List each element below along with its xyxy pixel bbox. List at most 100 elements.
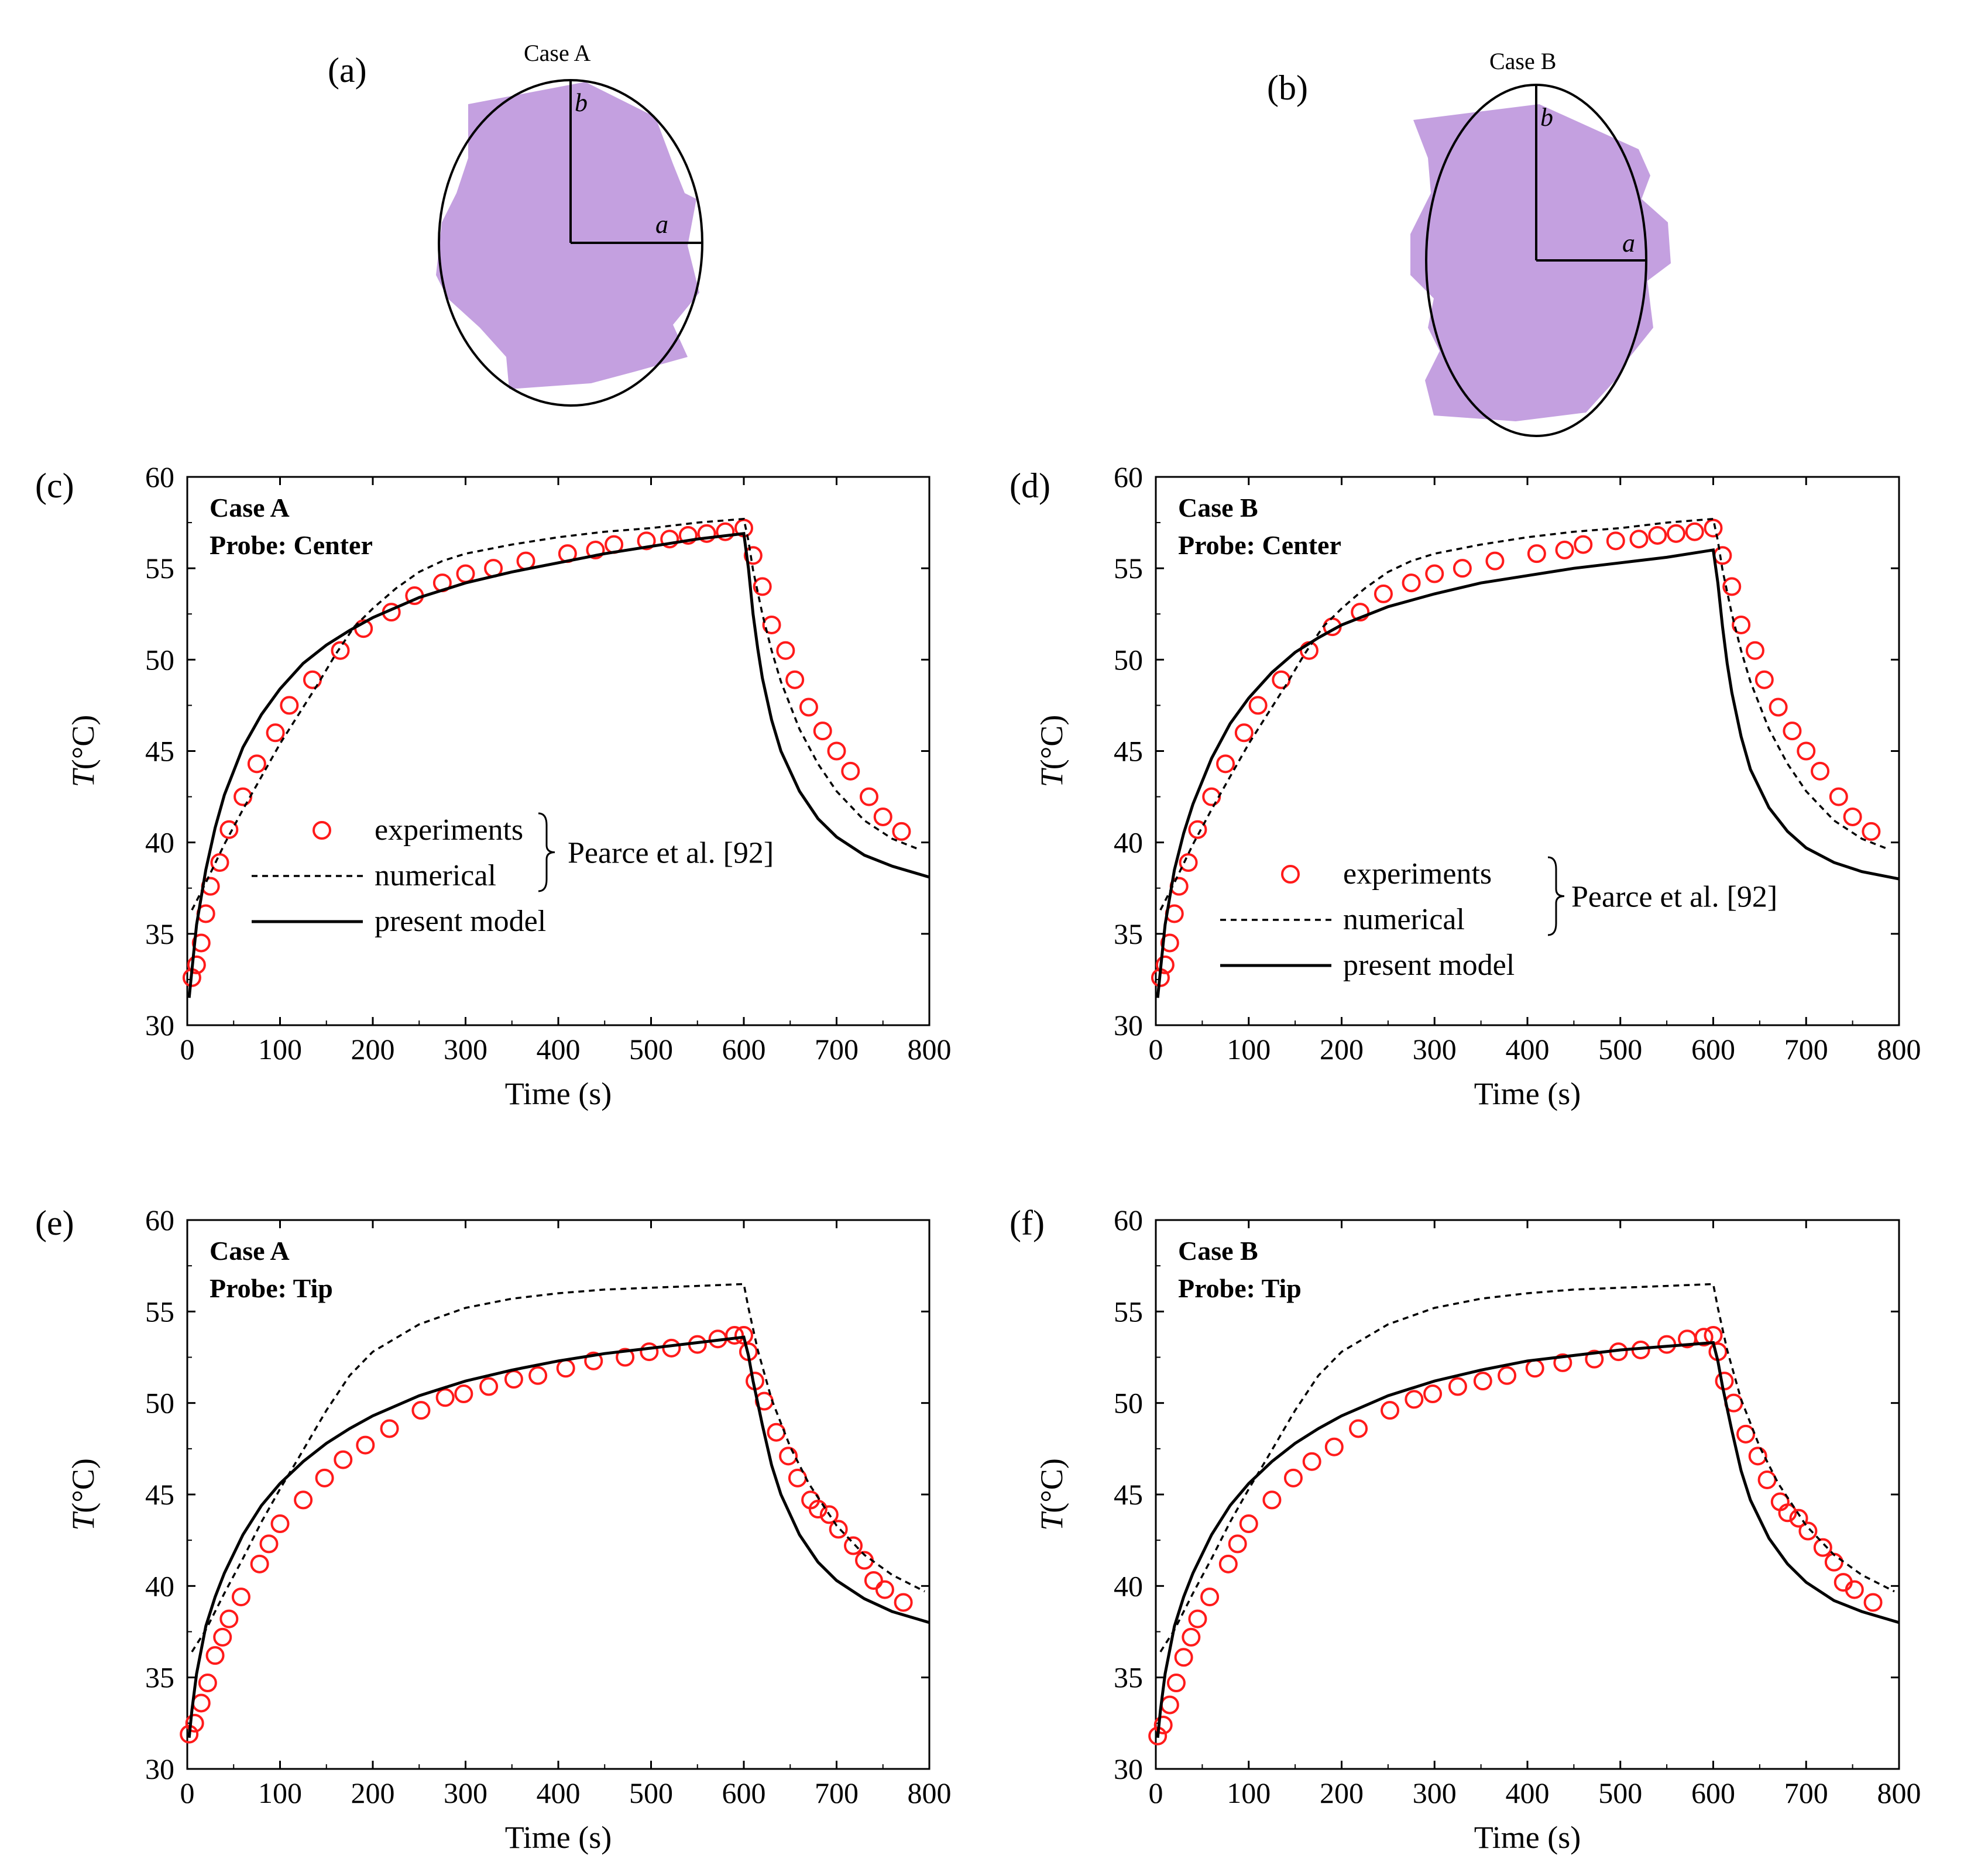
y-tick-label: 50: [145, 1387, 174, 1420]
experiment-point: [1200, 1588, 1220, 1607]
panel-label-a: (a): [328, 51, 367, 90]
legend-experiments-label: experiments: [375, 813, 523, 847]
chart-panel-f: (f) 0 100 200 300 400 500 600 700 800 30 35 40 45 50 55…: [1010, 1204, 1921, 1855]
experiment-point: [1155, 955, 1175, 974]
experiment-point: [586, 540, 605, 559]
experiment-point: [827, 741, 846, 761]
experiment-point: [1234, 723, 1254, 743]
y-axis-label: T(°C): [66, 715, 101, 788]
legend-reference-label: Pearce et al. [92]: [1571, 881, 1777, 914]
x-tick-label: 700: [1784, 1777, 1828, 1809]
experiment-point: [266, 723, 285, 743]
x-tick-label: 400: [537, 1777, 581, 1809]
experiment-point: [1405, 1390, 1424, 1409]
experiment-point: [185, 1713, 204, 1733]
legend-reference-label: Pearce et al. [92]: [568, 837, 774, 870]
experiment-point: [219, 1609, 239, 1628]
case-label-b: Case B: [1489, 48, 1556, 74]
y-tick-label: 50: [145, 643, 174, 676]
chart-panel-c: (c) 0 100 200 300 400 500 600 700 800 30 35 40 45 50 55…: [35, 461, 952, 1111]
experiment-point: [210, 853, 229, 872]
experiment-point: [762, 615, 781, 634]
experiment-point: [1757, 1470, 1777, 1489]
y-tick-label: 30: [1114, 1753, 1143, 1785]
experiment-point: [1797, 741, 1816, 761]
y-tick-label: 40: [145, 826, 174, 859]
experiment-point: [1349, 1419, 1368, 1438]
legend: experiments numerical present model Pearce …: [1220, 856, 1777, 982]
experiment-point: [1527, 544, 1546, 564]
experiment-point: [1202, 787, 1221, 806]
y-tick-label: 55: [1114, 1295, 1143, 1328]
experiment-point: [1425, 564, 1444, 583]
experiment-point: [1216, 754, 1235, 774]
experiment-point: [1769, 698, 1788, 717]
y-tick-label: 60: [1114, 1204, 1143, 1236]
experiment-point: [1704, 1325, 1723, 1345]
experiment-point: [640, 1342, 659, 1362]
experiment-point: [1374, 584, 1393, 603]
y-tick-label: 50: [1114, 1387, 1143, 1420]
experiment-point: [779, 1446, 798, 1466]
experiment-point: [1262, 1490, 1282, 1510]
experiment-point: [1188, 820, 1207, 839]
numerical-line: [1159, 1283, 1895, 1652]
y-axis-symbol: T: [66, 1511, 101, 1531]
x-tick-label: 300: [444, 1033, 487, 1066]
axis-label-b-a: b: [575, 88, 588, 117]
experiment-point: [1863, 1593, 1883, 1612]
experiment-point: [678, 525, 698, 545]
numerical-line: [191, 517, 921, 910]
legend-present-model-label: present model: [1343, 949, 1515, 982]
case-label-a: Case A: [524, 40, 591, 66]
y-tick-label: 55: [1114, 552, 1143, 585]
experiment-point: [734, 1325, 753, 1345]
y-tick-label: 35: [145, 918, 174, 950]
experiment-point: [198, 1674, 217, 1693]
y-axis-symbol: T: [1034, 1511, 1069, 1531]
x-tick-label: 300: [1413, 1033, 1457, 1066]
experiment-point: [1732, 615, 1751, 634]
experiment-point: [1160, 933, 1179, 953]
experiment-point: [191, 1693, 211, 1713]
y-axis-symbol: T: [1034, 767, 1069, 787]
experiment-point: [331, 641, 350, 660]
experiment-point: [697, 524, 716, 543]
experiment-point: [1182, 1627, 1201, 1647]
experiment-point: [1843, 807, 1862, 826]
experiment-point: [841, 761, 860, 781]
experiment-point: [435, 1388, 455, 1407]
axis-label-a-a: a: [655, 210, 668, 239]
chart-subtitle: Probe: Tip: [1178, 1273, 1302, 1303]
numerical-line: [191, 1283, 925, 1652]
y-axis-label: T(°C): [1034, 1458, 1069, 1531]
x-axis-label: Time (s): [505, 1820, 612, 1855]
y-tick-label: 30: [145, 1753, 174, 1785]
experiment-point: [1174, 1648, 1193, 1667]
experiment-point: [1811, 761, 1830, 781]
experiment-point: [637, 531, 656, 551]
experiment-point: [556, 1359, 575, 1378]
panel-label: (c): [35, 466, 74, 505]
experiment-point: [1829, 787, 1848, 806]
experiment-point: [1845, 1580, 1864, 1599]
experiment-point: [829, 1520, 848, 1539]
experiment-point: [1798, 1521, 1818, 1541]
experiment-point: [753, 577, 772, 596]
x-tick-label: 300: [1413, 1777, 1457, 1809]
experiment-point: [1302, 1452, 1321, 1471]
experiment-point: [356, 1435, 375, 1455]
experiment-point: [725, 1325, 744, 1345]
experiment-point: [743, 546, 763, 565]
experiment-point: [1713, 546, 1732, 565]
experiment-point: [1453, 559, 1472, 578]
experiment-point: [303, 670, 322, 689]
experiment-point: [411, 1401, 431, 1420]
x-tick-label: 700: [815, 1033, 859, 1066]
x-tick-label: 0: [1149, 1777, 1163, 1809]
experiment-point: [1485, 551, 1505, 571]
experiment-point: [247, 754, 266, 774]
y-tick-label: 35: [1114, 1661, 1143, 1694]
experiment-point: [1783, 721, 1802, 741]
present-model-line: [1156, 1341, 1899, 1738]
